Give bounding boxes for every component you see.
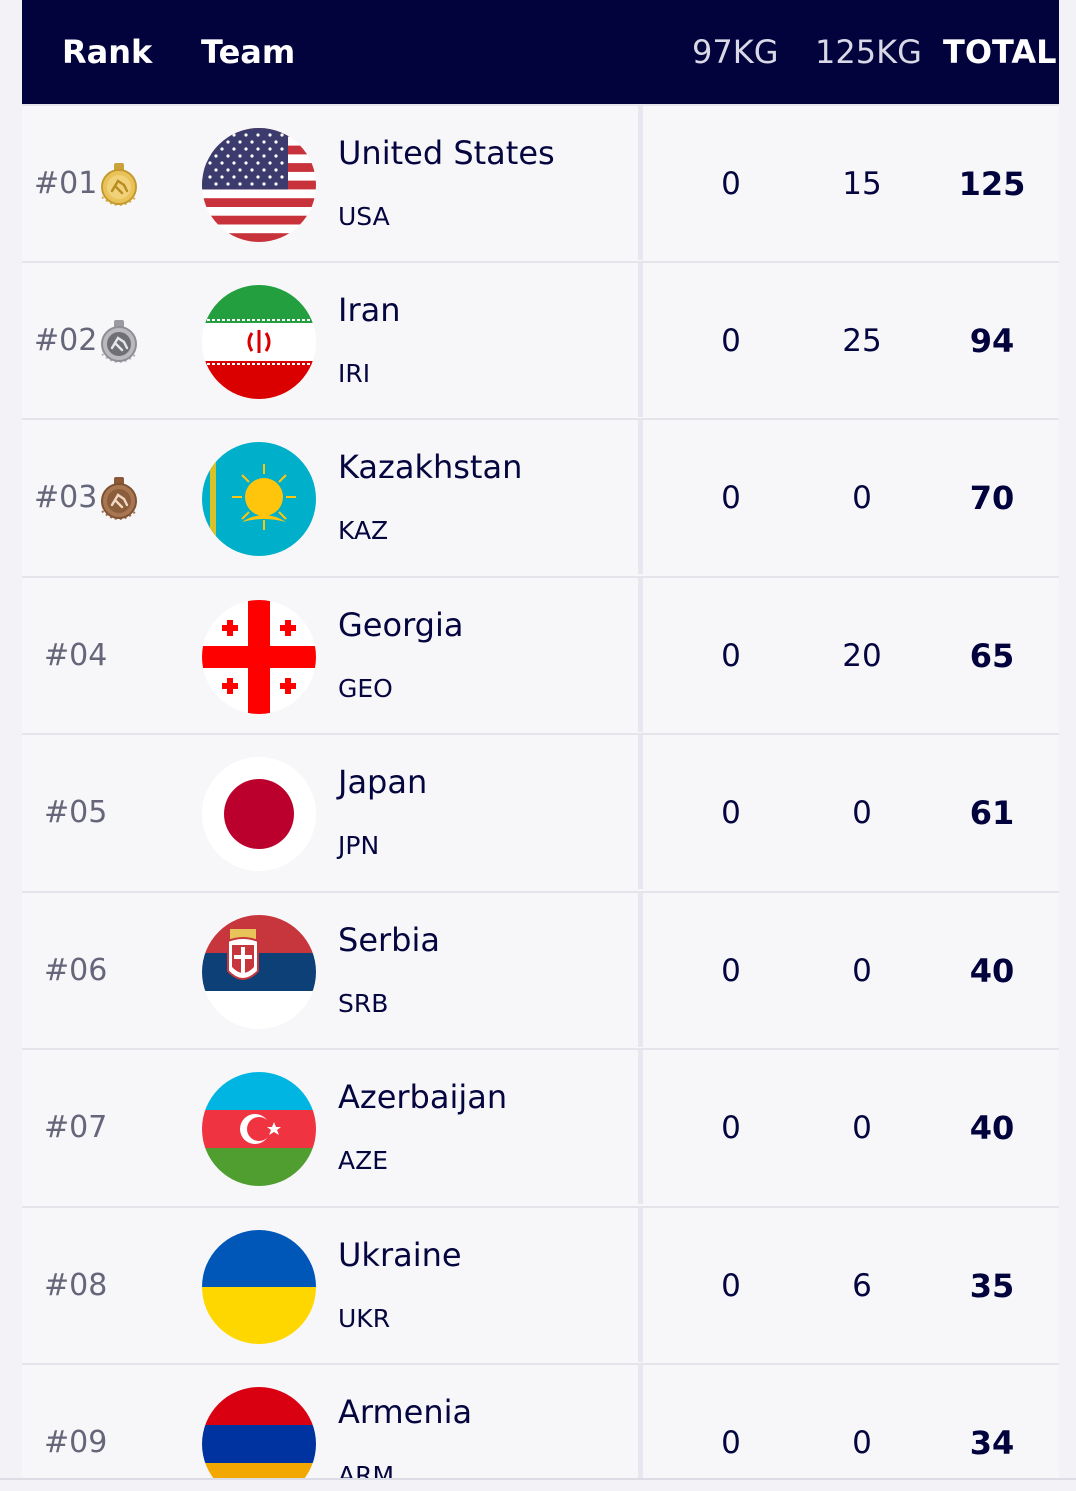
score-97kg: 0 — [721, 638, 741, 674]
score-total: 35 — [969, 1267, 1015, 1305]
team-code: JPN — [338, 831, 380, 860]
column-divider — [638, 1365, 643, 1480]
score-97kg: 0 — [721, 166, 741, 202]
team-code: UKR — [338, 1304, 391, 1333]
table-row[interactable]: #02 Ira — [22, 261, 1059, 417]
score-total: 61 — [969, 794, 1015, 832]
team-name[interactable]: Kazakhstan — [338, 448, 523, 486]
score-97kg: 0 — [721, 795, 741, 831]
serbia-flag-icon — [202, 915, 316, 1029]
score-total: 65 — [969, 637, 1015, 675]
rank-number: #01 — [34, 166, 98, 201]
table-row[interactable]: #03 K — [22, 418, 1059, 574]
team-code: ARM — [338, 1461, 395, 1480]
table-row[interactable]: #06 Serbia SRB 0 0 40 — [22, 891, 1059, 1047]
team-code: GEO — [338, 674, 393, 703]
score-125kg: 0 — [852, 1110, 872, 1146]
rank-number: #08 — [44, 1268, 108, 1303]
team-name[interactable]: Armenia — [338, 1393, 473, 1431]
iran-flag-icon — [202, 285, 316, 399]
score-total: 70 — [969, 479, 1015, 517]
score-97kg: 0 — [721, 1425, 741, 1461]
team-name[interactable]: Iran — [338, 291, 401, 329]
team-column-header[interactable]: Team — [201, 33, 296, 71]
armenia-flag-icon — [202, 1387, 316, 1480]
team-code: AZE — [338, 1146, 389, 1175]
bottom-divider — [0, 1478, 1076, 1480]
score-total: 40 — [969, 952, 1015, 990]
score-125kg: 0 — [852, 1425, 872, 1461]
rank-number: #05 — [44, 795, 108, 830]
rank-number: #03 — [34, 480, 98, 515]
georgia-flag-icon — [202, 600, 316, 714]
rank-number: #07 — [44, 1110, 108, 1145]
score-total: 125 — [958, 165, 1026, 203]
usa-flag-icon — [202, 128, 316, 242]
column-divider — [638, 578, 643, 732]
column-divider — [638, 893, 643, 1047]
bronze-medal-icon — [98, 475, 140, 527]
score-97kg: 0 — [721, 1110, 741, 1146]
japan-flag-icon — [202, 757, 316, 871]
team-name[interactable]: Azerbaijan — [338, 1078, 508, 1116]
team-name[interactable]: United States — [338, 134, 555, 172]
rank-number: #09 — [44, 1425, 108, 1460]
table-row[interactable]: #04 Georgia GEO 0 20 65 — [22, 576, 1059, 732]
table-row[interactable]: #08 Ukraine UKR 0 6 35 — [22, 1206, 1059, 1362]
azerbaijan-flag-icon — [202, 1072, 316, 1186]
column-divider — [638, 1208, 643, 1362]
score-97kg: 0 — [721, 953, 741, 989]
score-125kg: 6 — [852, 1268, 872, 1304]
table-row[interactable]: #05 Japan JPN 0 0 61 — [22, 733, 1059, 889]
column-divider — [638, 735, 643, 889]
team-code: IRI — [338, 359, 371, 388]
gold-medal-icon — [98, 161, 140, 213]
score-97kg: 0 — [721, 1268, 741, 1304]
column-divider — [638, 420, 643, 574]
score-125kg: 0 — [852, 953, 872, 989]
rank-number: #04 — [44, 638, 108, 673]
rank-number: #06 — [44, 953, 108, 988]
ukraine-flag-icon — [202, 1230, 316, 1344]
score-125kg: 25 — [842, 323, 882, 359]
table-row[interactable]: #07 Azerbaijan AZE 0 0 40 — [22, 1048, 1059, 1204]
score-125kg: 0 — [852, 480, 872, 516]
table-header: Rank Team 97KG 125KG TOTAL — [22, 0, 1059, 104]
team-code: KAZ — [338, 516, 389, 545]
column-divider — [638, 106, 643, 260]
kazakhstan-flag-icon — [202, 442, 316, 556]
score-total: 94 — [969, 322, 1015, 360]
score-125kg: 20 — [842, 638, 882, 674]
score-125kg: 15 — [842, 166, 882, 202]
97kg-column-header[interactable]: 97KG — [692, 33, 779, 71]
column-divider — [638, 263, 643, 417]
team-code: USA — [338, 202, 390, 231]
125kg-column-header[interactable]: 125KG — [815, 33, 922, 71]
rank-column-header[interactable]: Rank — [62, 33, 153, 71]
total-column-header[interactable]: TOTAL — [943, 33, 1057, 71]
score-total: 34 — [969, 1424, 1015, 1462]
score-97kg: 0 — [721, 480, 741, 516]
team-ranking-table: Rank Team 97KG 125KG TOTAL #01 — [22, 0, 1059, 1480]
team-name[interactable]: Serbia — [338, 921, 440, 959]
team-name[interactable]: Japan — [338, 763, 428, 801]
team-name[interactable]: Georgia — [338, 606, 464, 644]
score-125kg: 0 — [852, 795, 872, 831]
table-row[interactable]: #01 — [22, 104, 1059, 260]
score-total: 40 — [969, 1109, 1015, 1147]
table-row[interactable]: #09 Armenia ARM 0 0 34 — [22, 1363, 1059, 1480]
score-97kg: 0 — [721, 323, 741, 359]
column-divider — [638, 1050, 643, 1204]
team-name[interactable]: Ukraine — [338, 1236, 462, 1274]
team-code: SRB — [338, 989, 389, 1018]
rank-number: #02 — [34, 323, 98, 358]
silver-medal-icon — [98, 318, 140, 370]
